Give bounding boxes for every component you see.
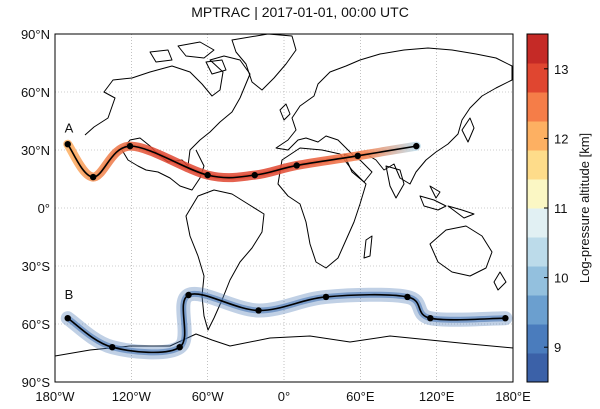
trajectory-point xyxy=(64,315,71,322)
colorbar-segment xyxy=(527,324,548,354)
colorbar-segment xyxy=(527,150,548,180)
trajectory-point xyxy=(64,141,71,148)
coast-japan xyxy=(461,117,475,143)
map-gridlines xyxy=(55,34,513,382)
trajectory-point xyxy=(109,344,116,351)
coast-africa xyxy=(277,147,367,269)
figure-title: MPTRAC | 2017-01-01, 00:00 UTC xyxy=(191,4,409,20)
lat-tick-label: 90°S xyxy=(22,375,51,390)
coast-greenland xyxy=(231,34,297,91)
colorbar-segment xyxy=(527,121,548,151)
lat-tick-label: 60°S xyxy=(22,317,51,332)
colorbar-ticks: 9 10 11 12 13 xyxy=(544,62,568,355)
colorbar-segment xyxy=(527,266,548,296)
trajectory-point xyxy=(293,162,300,169)
trajectory-point xyxy=(427,315,434,322)
colorbar-segment xyxy=(527,63,548,93)
trajectory-point xyxy=(255,307,262,314)
coastlines xyxy=(55,34,513,357)
colorbar-segment xyxy=(527,295,548,325)
lon-tick-label: 180°W xyxy=(35,389,75,404)
coast-eurasia xyxy=(275,47,513,185)
trajectory-point xyxy=(204,171,211,179)
colorbar-swatches xyxy=(527,34,548,383)
lon-tick-label: 60°E xyxy=(346,389,375,404)
colorbar-segment xyxy=(527,237,548,267)
coast-new-zealand xyxy=(493,271,507,291)
trajectory-point xyxy=(176,344,183,351)
trajectory-line xyxy=(67,143,417,179)
lat-tick-label: 30°N xyxy=(21,143,50,158)
lat-tick-label: 60°N xyxy=(21,85,50,100)
colorbar-segment xyxy=(527,179,548,209)
colorbar-segment xyxy=(527,34,548,64)
trajectory-label: B xyxy=(65,287,74,302)
map-frame xyxy=(54,33,514,383)
lon-tick-label: 60°W xyxy=(192,389,225,404)
coast-uk xyxy=(279,103,291,121)
coast-indonesia xyxy=(419,185,475,219)
coast-north-america xyxy=(84,55,251,191)
trajectory-point xyxy=(502,315,509,322)
colorbar-tick-label: 10 xyxy=(554,271,568,286)
coast-arctic-islands xyxy=(149,41,227,75)
coast-madagascar xyxy=(363,235,373,259)
trajectory-point xyxy=(354,152,361,159)
trajectory-point xyxy=(185,291,192,299)
trajectory-point xyxy=(413,142,420,150)
trajectory-point xyxy=(251,171,258,179)
lat-tick-label: 30°S xyxy=(22,259,51,274)
colorbar-segment xyxy=(527,353,548,383)
colorbar-label: Log-pressure altitude [km] xyxy=(577,133,592,283)
trajectory-point xyxy=(404,293,411,301)
colorbar-segment xyxy=(527,92,548,122)
lon-tick-label: 0° xyxy=(278,389,290,404)
colorbar-tick-label: 12 xyxy=(554,131,568,146)
lat-tick-label: 0° xyxy=(38,201,50,216)
trajectory-point xyxy=(322,293,330,301)
lon-tick-label: 120°E xyxy=(419,389,455,404)
lon-tick-label: 120°W xyxy=(112,389,152,404)
lon-tick-label: 180°E xyxy=(495,389,531,404)
colorbar-segment xyxy=(527,208,548,238)
latitude-labels: 90°N 60°N 30°N 0° 30°S 60°S 90°S xyxy=(21,27,50,390)
trajectory-markers: AB xyxy=(64,121,509,351)
trajectory-label: A xyxy=(65,121,74,136)
colorbar-tick-label: 13 xyxy=(554,62,568,77)
trajectory-point xyxy=(89,173,97,181)
coast-antarctica xyxy=(55,333,513,357)
colorbar-tick-label: 11 xyxy=(554,201,568,216)
longitude-labels: 180°W 120°W 60°W 0° 60°E 120°E 180°E xyxy=(35,389,531,404)
colorbar: 9 10 11 12 13 Log-pressure altitude [km] xyxy=(526,33,592,383)
lat-tick-label: 90°N xyxy=(21,27,50,42)
coast-australia xyxy=(429,225,493,277)
colorbar-tick-label: 9 xyxy=(554,340,561,355)
trajectory-point xyxy=(126,142,134,150)
coast-india xyxy=(385,165,405,199)
